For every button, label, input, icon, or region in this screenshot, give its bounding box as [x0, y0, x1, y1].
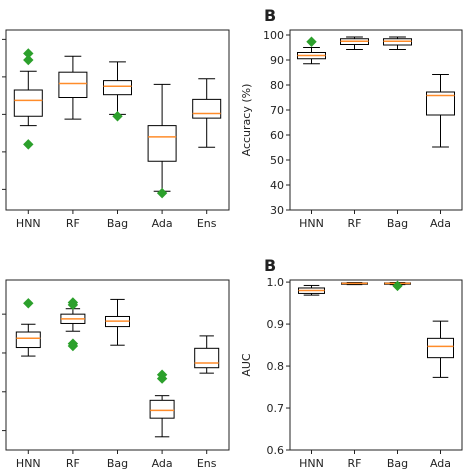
box-bag: Bag: [103, 61, 132, 230]
box-ens: Ens: [192, 78, 222, 230]
chart-panel-1: HNN RF Bag Ada Ens: [2, 29, 230, 230]
iqr-box: [149, 399, 175, 419]
y-tick-label: 0.8: [267, 360, 285, 373]
y-tick-label: 80: [270, 79, 284, 92]
box-ada: Ada: [149, 369, 175, 470]
chart-panel-3: HNN RF Bag Ada Ens: [2, 279, 230, 470]
plot-frame: [289, 279, 463, 451]
x-tick-label: HNN: [16, 217, 41, 230]
box-rf: RF: [341, 282, 368, 470]
outlier-point: [156, 373, 168, 384]
iqr-box: [194, 347, 220, 369]
outlier-point: [23, 298, 34, 309]
x-tick-label: Ada: [430, 457, 451, 470]
x-tick-label: Ada: [430, 217, 451, 230]
box-hnn: HNN: [297, 36, 326, 230]
x-tick-label: Ens: [197, 457, 217, 470]
box-bag: Bag: [383, 36, 412, 230]
iqr-box: [426, 91, 455, 116]
panel-label: B: [264, 256, 276, 275]
x-tick-label: HNN: [16, 457, 41, 470]
x-tick-label: Bag: [387, 217, 408, 230]
x-tick-label: Bag: [107, 457, 128, 470]
iqr-box: [103, 80, 132, 96]
outlier-point: [392, 280, 403, 292]
y-tick-label: 70: [270, 104, 284, 117]
iqr-box: [15, 331, 41, 349]
y-tick-label: 0.9: [267, 318, 285, 331]
y-tick-label: 90: [270, 54, 284, 67]
box-hnn: HNN: [13, 48, 43, 230]
x-tick-label: HNN: [299, 217, 324, 230]
panel-label: B: [264, 6, 276, 25]
box-rf: RF: [340, 36, 369, 230]
x-tick-label: HNN: [299, 457, 324, 470]
plot-frame: [289, 29, 463, 211]
box-bag: Bag: [105, 298, 130, 470]
y-axis-label: AUC: [240, 353, 253, 377]
y-tick-label: 60: [270, 129, 284, 142]
x-tick-label: Ada: [152, 217, 173, 230]
y-axis-label: Accuracy (%): [240, 84, 253, 157]
chart-panel-2: 30 40 50 60 70 80 90 100 Accuracy (%) B HNN RF Bag Ad…: [240, 6, 463, 230]
box-rf: RF: [60, 297, 86, 470]
outlier-point: [23, 139, 34, 150]
y-tick-label: 30: [270, 204, 284, 217]
box-rf: RF: [58, 55, 88, 230]
y-tick-label: 100: [263, 29, 284, 42]
iqr-box: [58, 71, 88, 98]
iqr-box: [192, 98, 222, 119]
box-hnn: HNN: [298, 284, 325, 470]
outlier-point: [67, 299, 79, 311]
box-ada: Ada: [427, 320, 454, 470]
y-tick-label: 50: [270, 154, 284, 167]
x-tick-label: RF: [66, 217, 80, 230]
x-tick-label: RF: [66, 457, 80, 470]
outlier-point: [156, 187, 168, 199]
box-ada: Ada: [147, 83, 177, 230]
x-tick-label: RF: [348, 457, 362, 470]
x-tick-label: RF: [348, 217, 362, 230]
x-tick-label: Bag: [387, 457, 408, 470]
box-hnn: HNN: [15, 298, 41, 470]
box-bag: Bag: [384, 280, 411, 470]
y-tick-label: 40: [270, 179, 284, 192]
box-ada: Ada: [426, 74, 455, 230]
x-tick-label: Ada: [152, 457, 173, 470]
iqr-box: [13, 89, 43, 117]
outlier-point: [23, 54, 34, 66]
outlier-point: [306, 36, 317, 47]
iqr-box: [427, 337, 454, 359]
box-ens: Ens: [194, 335, 220, 470]
outlier-point: [67, 340, 79, 352]
y-tick-label: 0.7: [267, 402, 285, 415]
y-tick-label: 1.0: [267, 276, 285, 289]
chart-panel-4: 0.6 0.7 0.8 0.9 1.0 AUC B HNN RF Bag Ada: [240, 256, 463, 470]
outlier-point: [112, 111, 123, 122]
x-tick-label: Bag: [107, 217, 128, 230]
x-tick-label: Ens: [197, 217, 217, 230]
iqr-box: [147, 125, 177, 162]
y-tick-label: 0.6: [267, 444, 285, 457]
